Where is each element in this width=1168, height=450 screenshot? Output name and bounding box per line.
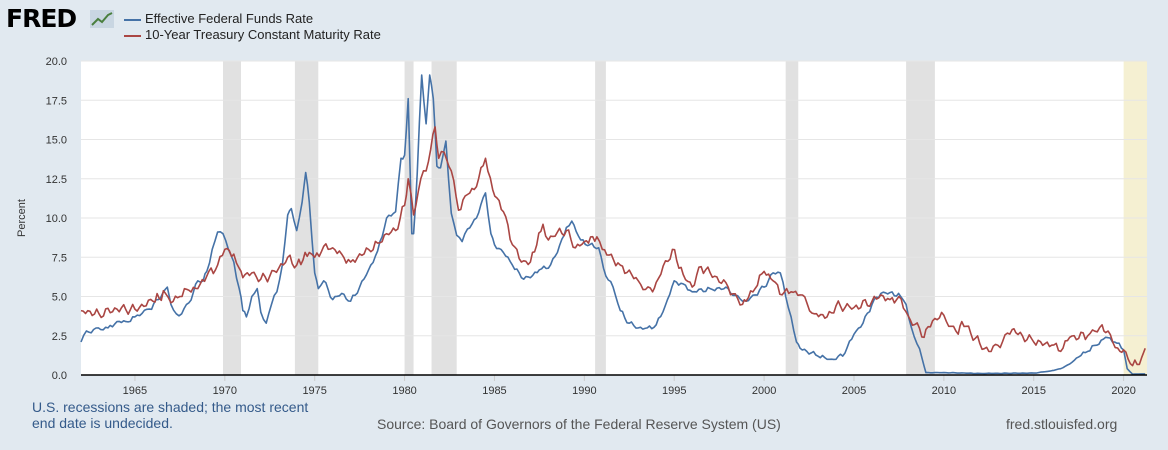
x-tick-label: 1985	[482, 385, 506, 397]
legend-gs10[interactable]: 10-Year Treasury Constant Maturity Rate	[124, 27, 381, 42]
legend-ffr[interactable]: Effective Federal Funds Rate	[124, 11, 313, 26]
y-tick-label: 5.0	[52, 292, 67, 304]
y-tick-label: 12.5	[46, 174, 67, 186]
legend-ffr-swatch	[124, 18, 141, 21]
x-tick-label: 1980	[392, 385, 416, 397]
line-chart: 0.0 2.5 5.0 7.5 10.0 12.5 15.0 17.5 20.0 1965 197…	[16, 56, 1147, 397]
x-tick-label: 2010	[932, 385, 956, 397]
x-tick-label: 1975	[302, 385, 326, 397]
series-line-effective-federal-funds-rate[interactable]	[80, 74, 1146, 375]
x-tick-label: 1990	[572, 385, 596, 397]
y-tick-label: 15.0	[46, 135, 67, 147]
y-tick-label: 7.5	[52, 252, 67, 264]
logo-graph-line	[91, 12, 113, 26]
x-tick-label: 2020	[1111, 385, 1135, 397]
y-tick-label: 0.0	[52, 370, 67, 382]
legend-gs10-label: 10-Year Treasury Constant Maturity Rate	[145, 27, 381, 42]
x-tick-label: 2000	[752, 385, 776, 397]
recession-note: U.S. recessions are shaded; the most rec…	[32, 399, 309, 431]
x-tick-label: 1995	[662, 385, 686, 397]
y-tick-label: 10.0	[46, 213, 67, 225]
y-tick-label: 20.0	[46, 56, 67, 68]
chart-logo-icon	[90, 10, 114, 28]
x-tick-label: 1965	[123, 385, 147, 397]
site-url[interactable]: fred.stlouisfed.org	[1006, 416, 1118, 432]
legend-gs10-swatch	[124, 34, 141, 37]
fred-logo[interactable]: FRED	[6, 4, 77, 33]
y-axis-label: Percent	[16, 199, 28, 237]
legend-ffr-label: Effective Federal Funds Rate	[145, 11, 314, 26]
x-tick-label: 2015	[1022, 385, 1046, 397]
y-tick-label: 17.5	[46, 95, 67, 107]
series-line-10-year-treasury-rate[interactable]	[80, 126, 1146, 367]
x-tick-label: 2005	[842, 385, 866, 397]
y-tick-label: 2.5	[52, 331, 67, 343]
source-text: Source: Board of Governors of the Federa…	[377, 416, 781, 432]
x-tick-label: 1970	[213, 385, 237, 397]
